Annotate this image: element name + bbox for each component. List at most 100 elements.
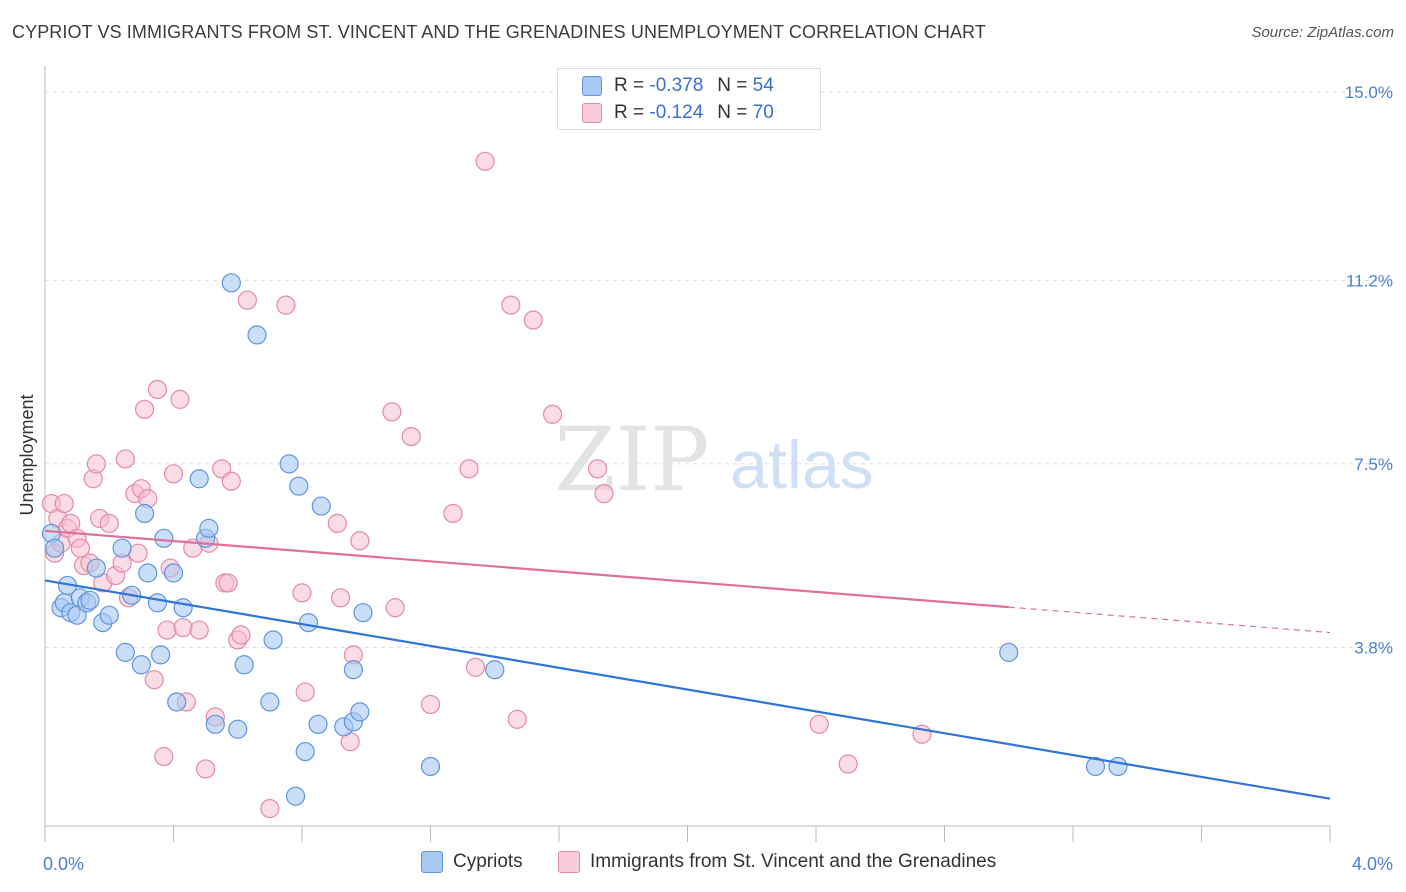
cypriots-trend-line [44, 579, 1331, 800]
cypriots-point-14 [115, 642, 135, 662]
cypriots-point-10 [86, 558, 107, 578]
immigrants-point-42 [221, 471, 241, 491]
immigrants-point-61 [465, 657, 486, 677]
cypriots-n-value: 54 [752, 75, 774, 96]
immigrants-point-21 [128, 543, 148, 563]
immigrants-point-70 [838, 754, 858, 774]
y-tick-labels: 15.0% 11.2% 7.5% 3.8% [1345, 83, 1393, 658]
immigrants-point-27 [154, 746, 174, 767]
cypriots-point-41 [311, 496, 331, 516]
cypriots-point-49 [999, 642, 1019, 662]
immigrants-point-56 [385, 598, 405, 618]
series-legend: Cypriots Immigrants from St. Vincent and… [0, 851, 1406, 879]
cypriots-point-17 [134, 503, 155, 524]
cypriots-point-24 [173, 598, 193, 618]
immigrants-n-value: 70 [752, 102, 774, 123]
cypriots-point-30 [228, 719, 248, 739]
gridlines [45, 91, 1392, 648]
immigrants-point-26 [147, 379, 168, 400]
cypriots-point-1 [45, 538, 65, 558]
immigrants-point-64 [507, 709, 527, 729]
immigrants-point-68 [594, 484, 614, 504]
cypriots-point-34 [263, 630, 283, 650]
cypriots-point-51 [1108, 756, 1128, 777]
y-tick-label-2: 7.5% [1354, 455, 1393, 474]
series-legend-cypriots: Cypriots [421, 851, 523, 873]
y-axis-label: Unemployment [17, 394, 37, 515]
cypriots-point-21 [154, 528, 174, 548]
watermark-zip: ZIP [554, 408, 709, 511]
correlation-legend: R = -0.378 N = 54 R = -0.124 N = 70 [557, 68, 821, 130]
cypriots-point-27 [199, 518, 219, 538]
y-tick-label-3: 3.8% [1354, 638, 1393, 657]
cypriots-swatch [582, 76, 602, 96]
watermark-atlas: atlas [730, 427, 874, 503]
immigrants-point-18 [115, 449, 135, 469]
x-tick-labels: 0.0% 4.0% [43, 854, 1393, 874]
legend-row-cypriots: R = -0.378 N = 54 [582, 73, 774, 99]
chart-title: CYPRIOT VS IMMIGRANTS FROM ST. VINCENT A… [12, 22, 986, 42]
immigrants-point-66 [542, 404, 563, 424]
cypriots-points [41, 273, 1128, 806]
immigrants-point-62 [475, 151, 495, 171]
y-tick-label-1: 11.2% [1346, 271, 1393, 290]
immigrants-point-35 [189, 620, 209, 640]
immigrants-point-50 [327, 513, 347, 534]
cypriots-point-47 [420, 756, 441, 777]
cypriots-point-38 [295, 741, 315, 762]
cypriots-point-19 [147, 593, 168, 613]
legend-row-immigrants: R = -0.124 N = 70 [582, 100, 774, 126]
cypriots-point-28 [205, 714, 225, 734]
immigrants-point-45 [237, 290, 257, 310]
immigrants-n-label: N = [717, 102, 748, 123]
immigrants-point-46 [260, 799, 280, 819]
trend-lines [44, 529, 1331, 800]
immigrants-trend-extension [1008, 606, 1331, 634]
immigrants-point-47 [276, 295, 296, 315]
cypriots-point-18 [138, 563, 158, 583]
cypriots-point-16 [131, 655, 151, 675]
cypriots-point-44 [350, 702, 370, 722]
immigrants-point-44 [231, 625, 251, 645]
immigrants-point-51 [330, 588, 351, 608]
cypriots-legend-label: Cypriots [453, 851, 523, 872]
immigrants-point-49 [295, 682, 315, 702]
cypriots-point-32 [247, 325, 267, 345]
cypriots-point-36 [285, 786, 306, 806]
immigrants-trend-line [44, 529, 1009, 609]
immigrants-point-4 [54, 493, 74, 514]
cypriots-point-50 [1085, 756, 1106, 777]
source-credit: Source: ZipAtlas.com [1251, 24, 1394, 41]
immigrants-point-48 [292, 583, 312, 603]
cypriots-point-37 [289, 476, 309, 496]
axes [44, 66, 1331, 842]
cypriots-point-45 [353, 603, 373, 623]
x-tick-label-end: 4.0% [1352, 854, 1393, 874]
immigrants-point-60 [459, 459, 479, 479]
immigrants-point-41 [218, 573, 238, 593]
immigrants-point-57 [401, 426, 421, 447]
immigrants-point-36 [196, 759, 216, 779]
immigrants-point-69 [809, 714, 829, 734]
cypriots-point-46 [343, 660, 363, 680]
cypriots-point-22 [163, 563, 184, 583]
y-tick-label-0: 15.0% [1345, 83, 1393, 102]
immigrants-point-30 [163, 464, 184, 484]
immigrants-point-12 [86, 454, 107, 474]
immigrants-point-55 [382, 402, 402, 422]
cypriots-point-23 [167, 692, 187, 712]
immigrants-point-59 [443, 503, 463, 524]
cypriots-r-label: R = [614, 75, 645, 96]
x-tick-label-start: 0.0% [43, 854, 84, 874]
cypriots-point-40 [308, 714, 328, 734]
cypriots-point-33 [260, 692, 280, 712]
cypriots-point-31 [234, 655, 254, 675]
cypriots-point-12 [99, 605, 119, 625]
immigrants-point-67 [587, 459, 608, 479]
immigrants-legend-label: Immigrants from St. Vincent and the Gren… [590, 851, 997, 872]
immigrants-point-31 [170, 389, 190, 409]
immigrants-point-54 [350, 531, 370, 551]
cypriots-point-13 [112, 538, 132, 558]
immigrants-swatch [582, 103, 602, 123]
